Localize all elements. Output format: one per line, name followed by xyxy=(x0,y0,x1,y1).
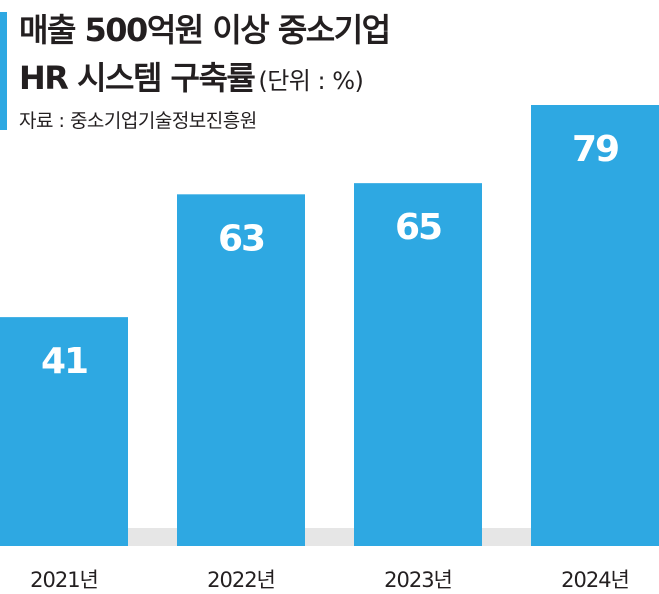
x-tick-label-3: 2024년 xyxy=(561,568,629,592)
x-tick-label-2: 2023년 xyxy=(384,568,452,592)
title-accent-bar xyxy=(0,12,7,130)
title-line-1: 매출 500억원 이상 중소기업 xyxy=(19,11,391,49)
x-tick-label-0: 2021년 xyxy=(30,568,98,592)
data-label-2: 65 xyxy=(395,207,441,248)
x-tick-label-1: 2022년 xyxy=(207,568,275,592)
chart-title: 매출 500억원 이상 중소기업 HR 시스템 구축률 (단위 : %) xyxy=(19,6,391,105)
bar-1 xyxy=(177,194,305,546)
unit-label: (단위 : %) xyxy=(258,67,364,95)
title-line-2-text: HR 시스템 구축률 xyxy=(19,59,256,97)
data-label-1: 63 xyxy=(218,218,264,259)
baseline-band xyxy=(0,528,659,546)
title-line-2: HR 시스템 구축률 (단위 : %) xyxy=(19,54,390,105)
bar-3 xyxy=(531,105,659,546)
bar-0 xyxy=(0,317,128,546)
data-label-0: 41 xyxy=(41,341,87,382)
data-label-3: 79 xyxy=(572,129,618,170)
bar-2 xyxy=(354,183,482,546)
source-note: 자료 : 중소기업기술정보진흥원 xyxy=(19,110,257,132)
